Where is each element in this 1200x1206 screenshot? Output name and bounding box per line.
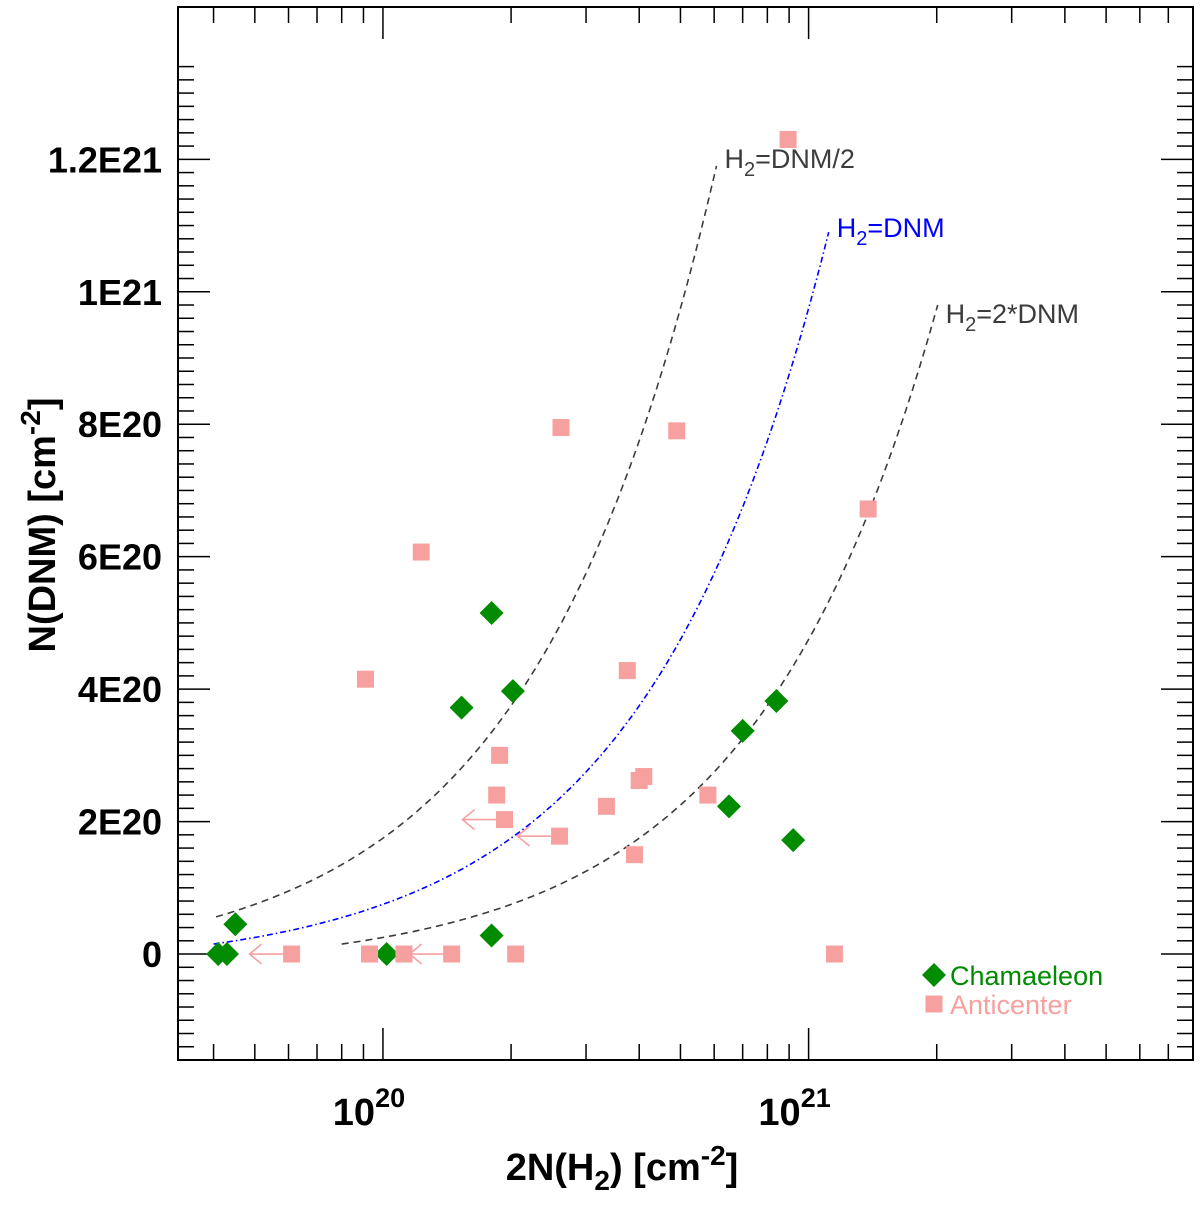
anticenter-point: [361, 945, 379, 963]
x-tick-label: 1021: [758, 1083, 830, 1134]
chamaeleon-point: [374, 942, 399, 967]
reference-curve: [213, 232, 830, 945]
anticenter-point: [699, 786, 717, 804]
x-axis-title: 2N(H2) [cm-2]: [506, 1140, 739, 1196]
chamaeleon-point: [730, 718, 755, 743]
anticenter-point: [283, 945, 301, 963]
chamaeleon-point: [764, 689, 789, 714]
anticenter-point: [395, 945, 413, 963]
anticenter-point: [668, 422, 686, 440]
chamaeleon-point: [500, 679, 525, 704]
chamaeleon-point: [479, 923, 504, 948]
upper-limit-arrow: [461, 808, 476, 831]
reference-curves: H2=DNM/2 H2=DNM H2=2*DNM: [213, 144, 1079, 945]
anticenter-point: [507, 945, 525, 963]
anticenter-point: [551, 827, 569, 845]
curve-label: H2=DNM/2: [724, 144, 854, 181]
anticenter-point: [443, 945, 461, 963]
y-tick-label: 8E20: [78, 404, 162, 445]
reference-curve: [341, 304, 939, 945]
legend-marker: [922, 963, 946, 987]
anticenter-point: [779, 130, 797, 148]
chamaeleon-point: [223, 912, 248, 937]
y-tick-label: 1E21: [78, 272, 162, 313]
legend-marker: [925, 995, 943, 1013]
chamaeleon-point: [479, 600, 504, 625]
anticenter-point: [495, 811, 513, 829]
plot-frame: [177, 6, 1194, 1061]
y-tick-label: 0: [142, 934, 162, 975]
y-tick-label: 2E20: [78, 802, 162, 843]
tick-labels: 0 2E20 4E20 6E20 8E20 1E21 1.2E21 1020 1021: [48, 139, 831, 1134]
anticenter-point: [491, 746, 509, 764]
anticenter-point: [825, 945, 843, 963]
chamaeleon-point: [449, 695, 474, 720]
anticenter-point: [412, 543, 430, 561]
axis-ticks: [178, 7, 1194, 1060]
y-axis-title: N(DNM) [cm-2]: [15, 398, 64, 653]
chamaeleon-point: [214, 942, 239, 967]
y-tick-label: 4E20: [78, 669, 162, 710]
curve-label: H2=DNM: [837, 213, 945, 250]
chamaeleon-point: [716, 794, 741, 819]
data-points: [206, 130, 877, 967]
anticenter-point: [626, 846, 644, 864]
curve-label: H2=2*DNM: [946, 299, 1079, 336]
legend-label: Anticenter: [950, 990, 1072, 1020]
anticenter-point: [552, 419, 570, 437]
y-tick-label: 1.2E21: [48, 139, 162, 180]
anticenter-point: [635, 768, 653, 786]
upper-limit-arrow: [516, 825, 531, 847]
anticenter-point: [618, 662, 636, 680]
reference-curve: [215, 165, 718, 918]
anticenter-point: [859, 500, 877, 518]
upper-limit-arrow: [408, 943, 423, 965]
chamaeleon-point: [781, 828, 806, 853]
upper-limit-arrow: [248, 943, 263, 965]
anticenter-point: [488, 786, 506, 804]
legend-label: Chamaeleon: [950, 961, 1103, 991]
x-tick-label: 1020: [333, 1083, 405, 1134]
anticenter-point: [597, 797, 615, 815]
anticenter-point: [357, 670, 375, 688]
y-tick-label: 6E20: [78, 537, 162, 578]
